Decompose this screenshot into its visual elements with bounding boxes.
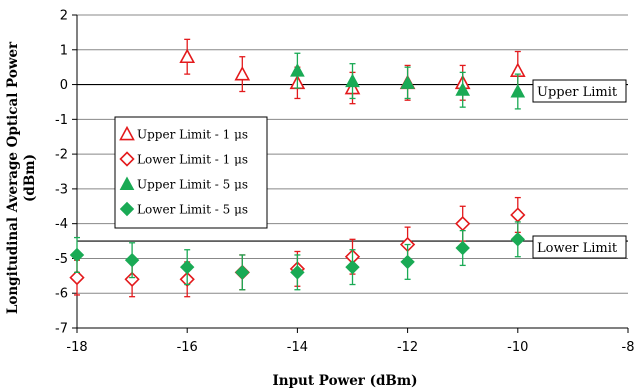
axes: [72, 14, 629, 333]
legend-box: [114, 116, 268, 229]
y-tick-label: -5: [55, 252, 68, 267]
data-point: [69, 269, 85, 286]
lower-limit-label-box: [532, 235, 627, 259]
x-tick-labels: -18 -16 -14 -12 -10 -8: [66, 340, 634, 355]
legend-label: Upper Limit - 1 μs: [137, 128, 248, 142]
y-axis-title-line1: Longitudinal Average Optical Power: [5, 41, 21, 314]
data-point: [345, 259, 360, 275]
data-point: [510, 232, 526, 247]
y-tick-labels: 2 1 0 -1 -2 -3 -4 -5 -6 -7: [55, 9, 68, 337]
series-2: [290, 52, 526, 110]
data-point: [179, 259, 195, 275]
legend: Upper Limit - 1 μs Lower Limit - 1 μs Uppe…: [114, 116, 268, 229]
legend-marker: [119, 125, 135, 141]
data-point: [124, 271, 140, 287]
x-tick-label: -14: [287, 340, 308, 355]
y-axis-title-line2: (dBm): [22, 154, 38, 202]
y-tick-label: -4: [55, 217, 68, 232]
reference-line-labels: Upper Limit Lower Limit: [532, 79, 627, 259]
y-tick-label: -7: [55, 322, 68, 337]
series-3: [69, 221, 526, 291]
y-tick-label: 1: [60, 43, 68, 58]
data-point: [235, 265, 250, 280]
legend-label: Lower Limit - 1 μs: [137, 153, 248, 167]
y-tick-label: -2: [55, 148, 68, 163]
y-tick-label: -1: [55, 113, 68, 128]
legend-marker: [119, 201, 135, 217]
x-tick-label: -10: [507, 340, 528, 355]
x-tick-label: -16: [177, 340, 198, 355]
upper-limit-label: Upper Limit: [537, 85, 618, 100]
data-point: [455, 82, 471, 96]
upper-limit-label-box: [532, 79, 627, 103]
legend-marker: [119, 176, 135, 191]
data-point: [69, 247, 85, 263]
x-tick-label: -18: [66, 340, 87, 355]
data-point: [510, 83, 526, 98]
x-tick-label: -8: [622, 340, 635, 355]
data-point: [290, 265, 305, 280]
y-tick-label: 0: [60, 78, 68, 93]
legend-label: Lower Limit - 5 μs: [137, 203, 248, 217]
data-point: [179, 48, 196, 64]
y-tick-label: -3: [55, 182, 68, 197]
y-tick-label: 2: [60, 9, 68, 24]
data-point: [400, 75, 415, 89]
data-point: [124, 252, 140, 268]
data-point: [455, 240, 470, 256]
data-point: [290, 63, 305, 77]
legend-label: Upper Limit - 5 μs: [137, 178, 248, 192]
data-marks: [69, 38, 526, 298]
y-tick-label: -6: [55, 287, 68, 302]
data-point: [234, 65, 251, 81]
x-tick-label: -12: [397, 340, 418, 355]
legend-marker: [119, 151, 135, 167]
lower-limit-label: Lower Limit: [537, 241, 618, 256]
data-point: [400, 254, 415, 270]
x-axis-title: Input Power (dBm): [272, 373, 417, 389]
data-point: [345, 73, 360, 88]
